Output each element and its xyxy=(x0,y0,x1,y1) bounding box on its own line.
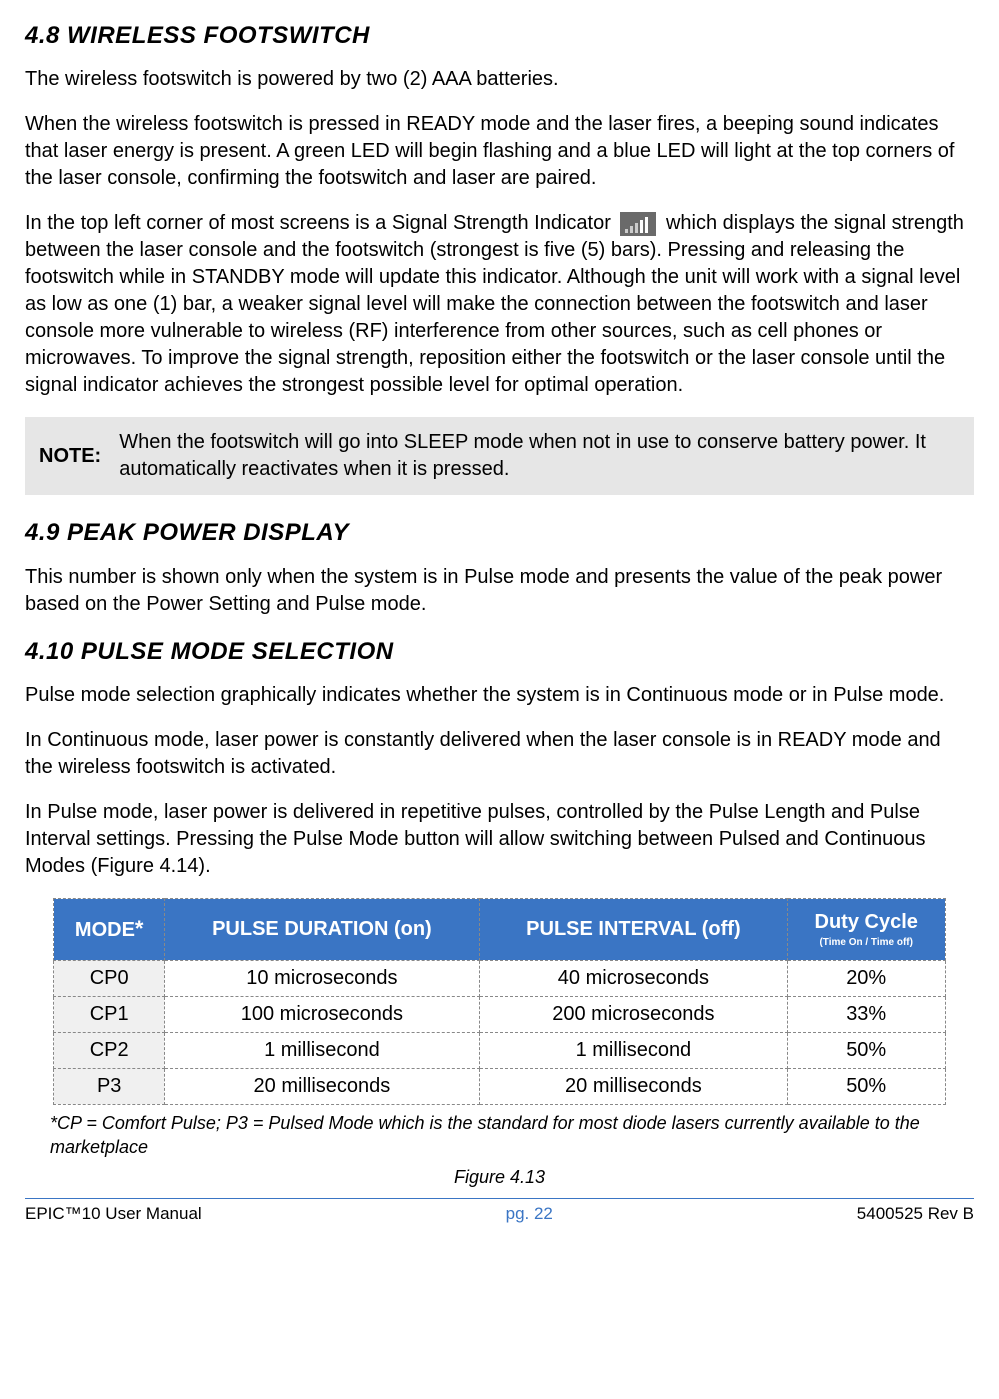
table-header-row: MODE* PULSE DURATION (on) PULSE INTERVAL… xyxy=(54,899,945,961)
cell-duty: 50% xyxy=(787,1032,945,1068)
cell-duration: 100 microseconds xyxy=(164,996,479,1032)
note-box: NOTE: When the footswitch will go into S… xyxy=(25,417,974,495)
cell-mode: CP2 xyxy=(54,1032,164,1068)
cell-duration: 1 millisecond xyxy=(164,1032,479,1068)
note-label: NOTE: xyxy=(39,443,101,470)
table-footnote: *CP = Comfort Pulse; P3 = Pulsed Mode wh… xyxy=(50,1111,949,1160)
footer-right: 5400525 Rev B xyxy=(857,1203,974,1226)
section-49-heading: 4.9 PEAK POWER DISPLAY xyxy=(25,517,974,549)
th-mode-asterisk: * xyxy=(135,916,144,941)
cell-duty: 20% xyxy=(787,960,945,996)
cell-interval: 20 milliseconds xyxy=(479,1068,787,1104)
cell-interval: 200 microseconds xyxy=(479,996,787,1032)
section-48-p3b: which displays the signal strength betwe… xyxy=(25,212,964,396)
cell-interval: 1 millisecond xyxy=(479,1032,787,1068)
section-48-p3a: In the top left corner of most screens i… xyxy=(25,212,616,234)
section-48-p1: The wireless footswitch is powered by tw… xyxy=(25,66,974,93)
cell-mode: CP0 xyxy=(54,960,164,996)
signal-strength-icon xyxy=(620,212,656,236)
section-410-p1: Pulse mode selection graphically indicat… xyxy=(25,682,974,709)
footer-center: pg. 22 xyxy=(506,1203,553,1226)
table-row: P3 20 milliseconds 20 milliseconds 50% xyxy=(54,1068,945,1104)
page-footer: EPIC™10 User Manual pg. 22 5400525 Rev B xyxy=(25,1198,974,1226)
th-duty: Duty Cycle (Time On / Time off) xyxy=(787,899,945,961)
cell-duration: 20 milliseconds xyxy=(164,1068,479,1104)
table-row: CP2 1 millisecond 1 millisecond 50% xyxy=(54,1032,945,1068)
section-48-heading: 4.8 WIRELESS FOOTSWITCH xyxy=(25,20,974,52)
section-49-p1: This number is shown only when the syste… xyxy=(25,564,974,618)
th-mode: MODE* xyxy=(54,899,164,961)
section-410-p2: In Continuous mode, laser power is const… xyxy=(25,727,974,781)
th-duty-text: Duty Cycle xyxy=(815,911,918,933)
cell-mode: P3 xyxy=(54,1068,164,1104)
figure-caption: Figure 4.13 xyxy=(25,1165,974,1189)
section-410-p3: In Pulse mode, laser power is delivered … xyxy=(25,799,974,880)
table-row: CP1 100 microseconds 200 microseconds 33… xyxy=(54,996,945,1032)
cell-duty: 50% xyxy=(787,1068,945,1104)
section-48-p2: When the wireless footswitch is pressed … xyxy=(25,111,974,192)
th-mode-text: MODE xyxy=(75,919,135,941)
th-interval: PULSE INTERVAL (off) xyxy=(479,899,787,961)
section-410-heading: 4.10 PULSE MODE SELECTION xyxy=(25,636,974,668)
cell-duty: 33% xyxy=(787,996,945,1032)
th-duty-sub: (Time On / Time off) xyxy=(794,936,939,950)
pulse-mode-table: MODE* PULSE DURATION (on) PULSE INTERVAL… xyxy=(53,898,945,1105)
cell-duration: 10 microseconds xyxy=(164,960,479,996)
note-text: When the footswitch will go into SLEEP m… xyxy=(119,429,960,483)
th-duration: PULSE DURATION (on) xyxy=(164,899,479,961)
cell-mode: CP1 xyxy=(54,996,164,1032)
cell-interval: 40 microseconds xyxy=(479,960,787,996)
section-48-p3: In the top left corner of most screens i… xyxy=(25,210,974,399)
footer-left: EPIC™10 User Manual xyxy=(25,1203,202,1226)
table-row: CP0 10 microseconds 40 microseconds 20% xyxy=(54,960,945,996)
